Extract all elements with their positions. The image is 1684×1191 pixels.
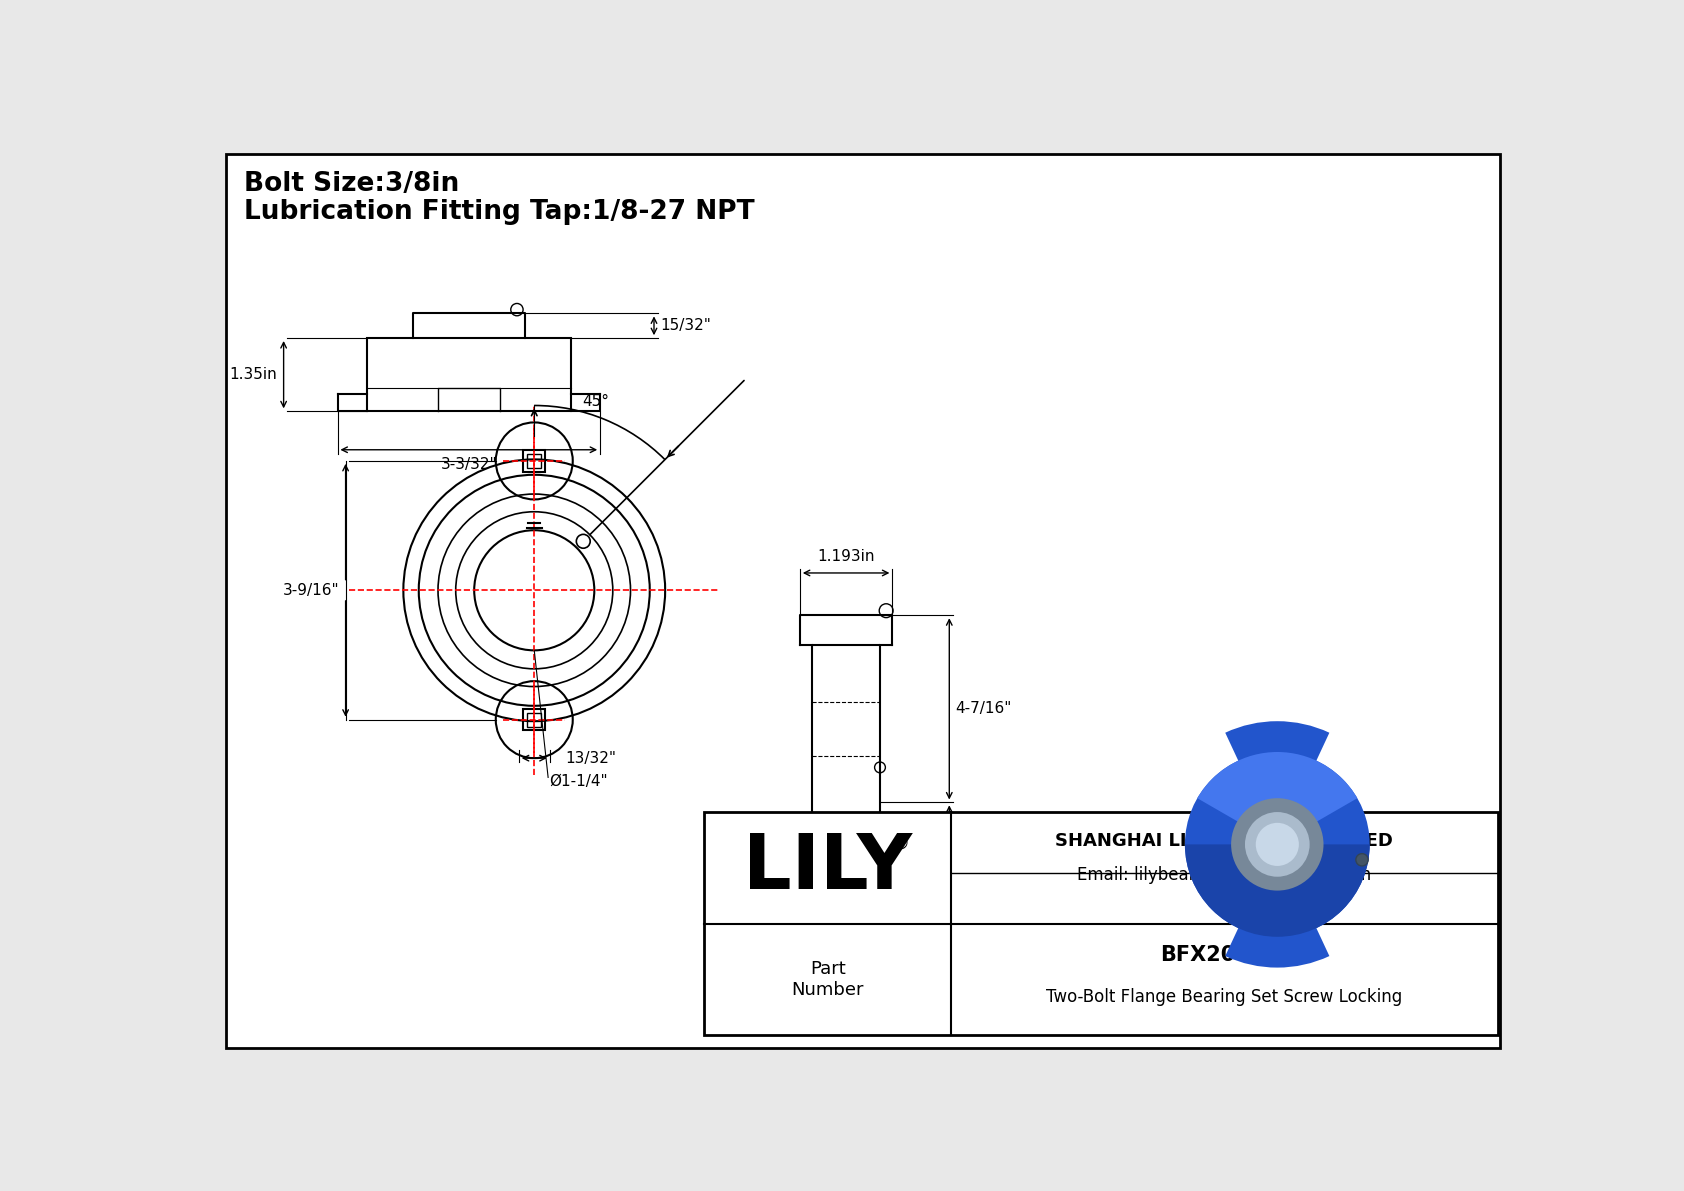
Text: SHANGHAI LILY BEARING LIMITED: SHANGHAI LILY BEARING LIMITED — [1056, 833, 1393, 850]
Text: 7/8": 7/8" — [955, 815, 987, 830]
Text: 1.35in: 1.35in — [229, 367, 278, 382]
Circle shape — [1231, 798, 1324, 891]
Text: LILY: LILY — [743, 831, 913, 905]
Text: BFX206-20: BFX206-20 — [1160, 944, 1288, 965]
Wedge shape — [1197, 752, 1357, 844]
Text: Two-Bolt Flange Bearing Set Screw Locking: Two-Bolt Flange Bearing Set Screw Lockin… — [1046, 989, 1403, 1006]
Bar — [367, 338, 571, 411]
Bar — [524, 450, 546, 472]
Wedge shape — [1226, 924, 1329, 967]
Bar — [527, 712, 541, 727]
Text: Bolt Size:3/8in: Bolt Size:3/8in — [244, 170, 460, 197]
Text: Part
Number: Part Number — [791, 960, 864, 999]
Text: Ø1-1/4": Ø1-1/4" — [549, 774, 608, 788]
Text: 4-7/16": 4-7/16" — [955, 701, 1012, 716]
Text: 3-3/32": 3-3/32" — [441, 457, 497, 473]
Circle shape — [1186, 752, 1369, 937]
Text: ®: ® — [893, 834, 909, 853]
Wedge shape — [1226, 722, 1329, 765]
Text: 1.193in: 1.193in — [817, 549, 876, 563]
Bar — [524, 709, 546, 730]
Circle shape — [1256, 823, 1298, 866]
Bar — [704, 812, 1497, 1035]
Circle shape — [1356, 854, 1367, 866]
Text: 45°: 45° — [583, 394, 610, 409]
Text: Email: lilybearing@lily-bearing.com: Email: lilybearing@lily-bearing.com — [1078, 866, 1371, 884]
Text: 13/32": 13/32" — [566, 750, 616, 766]
Wedge shape — [1186, 844, 1369, 937]
Text: 15/32": 15/32" — [660, 318, 711, 333]
Text: 3-9/16": 3-9/16" — [283, 582, 340, 598]
Bar — [527, 454, 541, 468]
Text: Lubrication Fitting Tap:1/8-27 NPT: Lubrication Fitting Tap:1/8-27 NPT — [244, 199, 754, 225]
Circle shape — [1244, 812, 1310, 877]
